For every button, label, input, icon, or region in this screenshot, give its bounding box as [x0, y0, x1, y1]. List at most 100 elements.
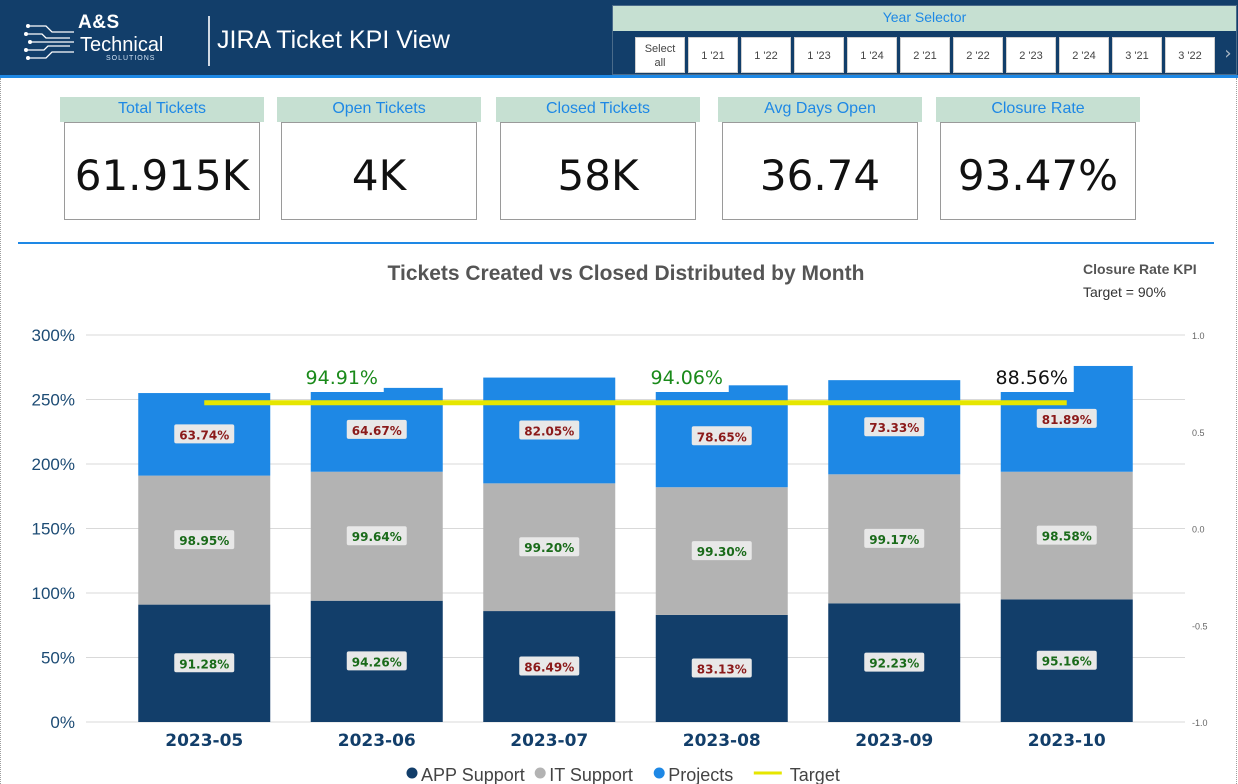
y2-tick-label: -0.5	[1192, 621, 1208, 631]
data-label: 94.26%	[352, 655, 402, 669]
y2-tick-label: -1.0	[1192, 718, 1208, 728]
legend-label: IT Support	[549, 765, 633, 784]
data-label-bg	[346, 651, 407, 671]
year-selector: Year Selector Select all 1 '21 1 '22 1 '23 1 …	[612, 5, 1237, 75]
canvas-border-left	[0, 78, 1, 784]
data-label-bg	[174, 424, 235, 444]
kpi-value-box: 58K	[500, 122, 696, 220]
y-tick-label: 150%	[32, 520, 75, 539]
x-tick-label: 2023-09	[855, 731, 933, 751]
data-label-bg	[691, 426, 752, 446]
circuit-logo-icon	[24, 24, 74, 60]
data-label: 81.89%	[1042, 413, 1092, 427]
year-option-1[interactable]: 1 '21	[688, 37, 738, 73]
legend-marker	[406, 767, 418, 779]
kpi-value-box: 61.915K	[64, 122, 260, 220]
legend-label: APP Support	[421, 765, 525, 784]
legend-label: Projects	[668, 765, 733, 784]
year-selector-title: Year Selector	[613, 6, 1236, 31]
data-label: 91.28%	[179, 657, 229, 671]
brand-line-1: A&S	[78, 12, 120, 33]
data-label-bg	[1036, 650, 1097, 670]
y-tick-label: 250%	[32, 391, 75, 410]
company-logo: A&S Technical SOLUTIONS	[24, 12, 184, 66]
y2-tick-label: 1.0	[1192, 331, 1205, 341]
y-tick-label: 100%	[32, 584, 75, 603]
kpi-value-box: 93.47%	[940, 122, 1136, 220]
data-label: 99.64%	[352, 530, 402, 544]
data-label: 98.95%	[179, 534, 229, 548]
kpi-label: Closure Rate	[936, 97, 1140, 122]
total-label: 88.56%	[996, 367, 1068, 389]
data-label: 83.13%	[697, 662, 747, 676]
y-tick-label: 0%	[50, 713, 75, 732]
total-label-bg	[989, 364, 1074, 392]
section-divider	[18, 242, 1214, 244]
year-option-7[interactable]: 2 '23	[1006, 37, 1056, 73]
data-label: 99.20%	[524, 541, 574, 555]
year-option-0[interactable]: Select all	[635, 37, 685, 73]
data-label: 82.05%	[524, 424, 574, 438]
x-tick-label: 2023-08	[683, 731, 761, 751]
year-option-6[interactable]: 2 '22	[953, 37, 1003, 73]
kpi-value: 4K	[351, 151, 407, 200]
kpi-value: 36.74	[759, 151, 881, 200]
total-label: 94.06%	[651, 367, 723, 389]
year-option-9[interactable]: 3 '21	[1112, 37, 1162, 73]
header-separator	[208, 16, 210, 66]
kpi-value: 58K	[557, 151, 639, 200]
data-label-bg	[519, 537, 580, 557]
data-label-bg	[1036, 408, 1097, 428]
y2-tick-label: 0.5	[1192, 428, 1205, 438]
data-label-bg	[519, 420, 580, 440]
data-label-bg	[519, 656, 580, 676]
data-label: 99.17%	[869, 533, 919, 547]
x-tick-label: 2023-07	[510, 731, 588, 751]
kpi-note-text: Target = 90%	[1083, 284, 1166, 300]
data-label: 95.16%	[1042, 655, 1092, 669]
year-option-8[interactable]: 2 '24	[1059, 37, 1109, 73]
chart-title: Tickets Created vs Closed Distributed by…	[387, 262, 865, 285]
year-option-3[interactable]: 1 '23	[794, 37, 844, 73]
kpi-value: 61.915K	[74, 151, 250, 200]
kpi-label: Total Tickets	[60, 97, 264, 122]
kpi-value-box: 36.74	[722, 122, 918, 220]
year-option-5[interactable]: 2 '21	[900, 37, 950, 73]
legend-marker	[653, 767, 665, 779]
data-label-bg	[346, 419, 407, 439]
kpi-label: Open Tickets	[277, 97, 481, 122]
year-option-2[interactable]: 1 '22	[741, 37, 791, 73]
header-bar: A&S Technical SOLUTIONS JIRA Ticket KPI …	[0, 0, 1238, 75]
total-label: 94.91%	[306, 367, 378, 389]
data-label-bg	[174, 530, 235, 550]
year-option-4[interactable]: 1 '24	[847, 37, 897, 73]
year-option-10[interactable]: 3 '22	[1165, 37, 1215, 73]
data-label-bg	[864, 417, 925, 437]
data-label-bg	[691, 658, 752, 678]
brand-line-3: SOLUTIONS	[106, 55, 156, 62]
data-label: 98.58%	[1042, 530, 1092, 544]
kpi-note-title: Closure Rate KPI	[1083, 261, 1197, 277]
data-label: 92.23%	[869, 657, 919, 671]
data-label-bg	[864, 652, 925, 672]
kpi-label: Closed Tickets	[496, 97, 700, 122]
data-label: 63.74%	[179, 428, 229, 442]
y-tick-label: 200%	[32, 455, 75, 474]
data-label-bg	[1036, 525, 1097, 545]
data-label-bg	[346, 526, 407, 546]
total-label-bg	[299, 364, 384, 392]
y-tick-label: 300%	[32, 326, 75, 345]
header-accent-line	[0, 75, 1238, 78]
x-tick-label: 2023-10	[1028, 731, 1106, 751]
data-label-bg	[174, 653, 235, 673]
x-tick-label: 2023-05	[165, 731, 243, 751]
chevron-right-icon[interactable]: ›	[1224, 43, 1232, 64]
data-label-bg	[864, 528, 925, 548]
kpi-value-box: 4K	[281, 122, 477, 220]
page-title: JIRA Ticket KPI View	[217, 26, 450, 54]
data-label-bg	[691, 541, 752, 561]
legend-label: Target	[790, 765, 840, 784]
data-label: 78.65%	[697, 430, 747, 444]
